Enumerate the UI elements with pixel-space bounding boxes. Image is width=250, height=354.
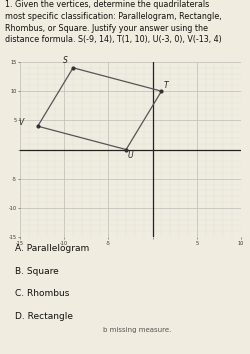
Text: A. Parallelogram: A. Parallelogram <box>14 244 88 253</box>
Text: D. Rectangle: D. Rectangle <box>14 313 72 321</box>
Text: S: S <box>62 56 67 65</box>
Text: 1. Given the vertices, determine the quadrilaterals
most specific classification: 1. Given the vertices, determine the qua… <box>5 0 221 44</box>
Text: V: V <box>18 118 24 127</box>
Text: T: T <box>164 81 168 90</box>
Text: b missing measure.: b missing measure. <box>103 327 171 333</box>
Text: U: U <box>127 151 133 160</box>
Text: B. Square: B. Square <box>14 267 58 275</box>
Text: C. Rhombus: C. Rhombus <box>14 290 69 298</box>
